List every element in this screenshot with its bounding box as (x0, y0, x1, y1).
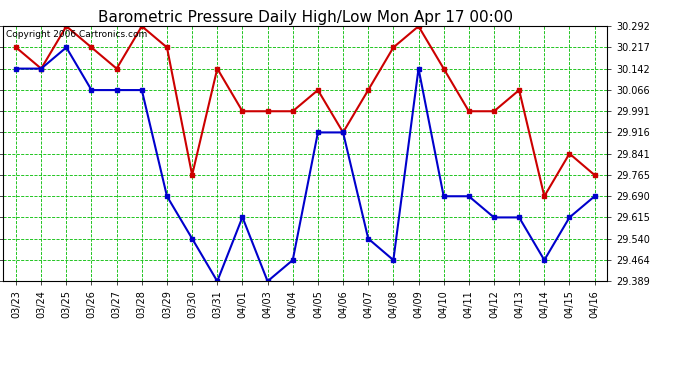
Text: Copyright 2006 Cartronics.com: Copyright 2006 Cartronics.com (6, 30, 148, 39)
Title: Barometric Pressure Daily High/Low Mon Apr 17 00:00: Barometric Pressure Daily High/Low Mon A… (98, 10, 513, 25)
